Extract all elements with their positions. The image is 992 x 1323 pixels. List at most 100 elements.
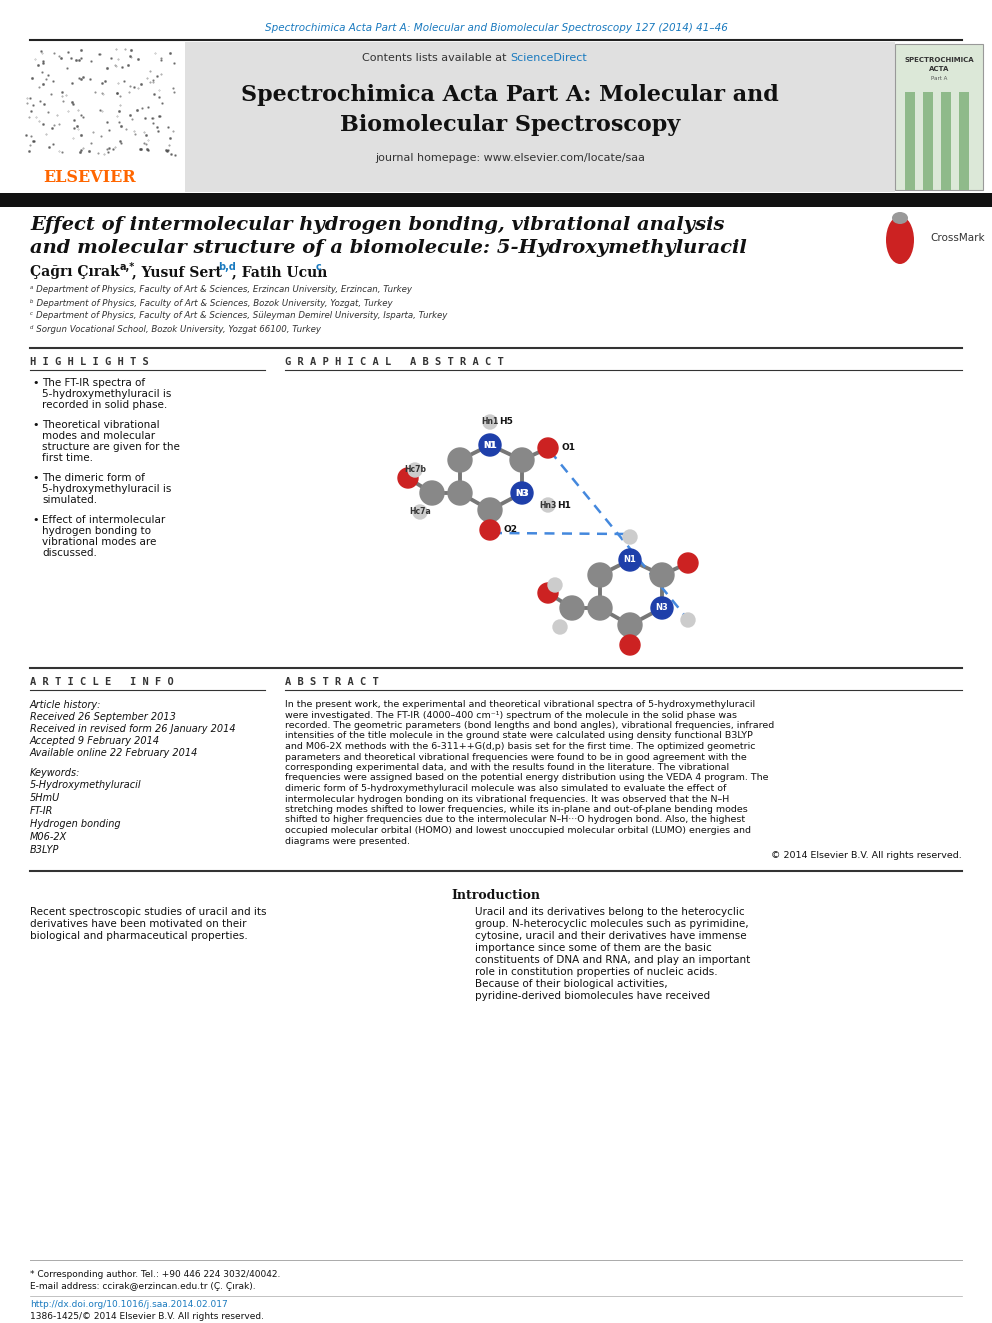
Circle shape bbox=[541, 497, 555, 512]
Text: Effect of intermolecular hydrogen bonding, vibrational analysis: Effect of intermolecular hydrogen bondin… bbox=[30, 216, 724, 234]
Bar bbox=[0, 193, 992, 206]
Text: •: • bbox=[32, 474, 39, 483]
Text: N3: N3 bbox=[515, 488, 529, 497]
Circle shape bbox=[553, 620, 567, 634]
Text: Accepted 9 February 2014: Accepted 9 February 2014 bbox=[30, 736, 160, 746]
Bar bbox=[959, 93, 969, 191]
Text: ACTA: ACTA bbox=[929, 66, 949, 71]
Text: 1386-1425/© 2014 Elsevier B.V. All rights reserved.: 1386-1425/© 2014 Elsevier B.V. All right… bbox=[30, 1312, 264, 1320]
Circle shape bbox=[619, 549, 641, 572]
Text: Hc7b: Hc7b bbox=[404, 466, 426, 475]
Bar bbox=[185, 42, 895, 192]
Text: occupied molecular orbital (HOMO) and lowest unoccupied molecular orbital (LUMO): occupied molecular orbital (HOMO) and lo… bbox=[285, 826, 751, 835]
Text: H1: H1 bbox=[557, 500, 570, 509]
Text: parameters and theoretical vibrational frequencies were found to be in good agre: parameters and theoretical vibrational f… bbox=[285, 753, 747, 762]
Circle shape bbox=[510, 448, 534, 472]
Circle shape bbox=[651, 597, 673, 619]
Text: intensities of the title molecule in the ground state were calculated using dens: intensities of the title molecule in the… bbox=[285, 732, 753, 741]
Circle shape bbox=[483, 415, 497, 429]
Text: dimeric form of 5-hydroxymethyluracil molecule was also simulated to evaluate th: dimeric form of 5-hydroxymethyluracil mo… bbox=[285, 785, 726, 792]
Text: shifted to higher frequencies due to the intermolecular N–H···O hydrogen bond. A: shifted to higher frequencies due to the… bbox=[285, 815, 745, 824]
Circle shape bbox=[650, 564, 674, 587]
Text: In the present work, the experimental and theoretical vibrational spectra of 5-h: In the present work, the experimental an… bbox=[285, 700, 755, 709]
Text: Available online 22 February 2014: Available online 22 February 2014 bbox=[30, 747, 198, 758]
Text: ᵇ Department of Physics, Faculty of Art & Sciences, Bozok University, Yozgat, Tu: ᵇ Department of Physics, Faculty of Art … bbox=[30, 299, 393, 307]
Ellipse shape bbox=[886, 216, 914, 265]
Text: Introduction: Introduction bbox=[451, 889, 541, 902]
Text: http://dx.doi.org/10.1016/j.saa.2014.02.017: http://dx.doi.org/10.1016/j.saa.2014.02.… bbox=[30, 1301, 228, 1308]
Text: The FT-IR spectra of: The FT-IR spectra of bbox=[42, 378, 145, 388]
Text: 5-hydroxymethyluracil is: 5-hydroxymethyluracil is bbox=[42, 484, 172, 493]
Text: b,d: b,d bbox=[218, 262, 236, 273]
Text: pyridine-derived biomolecules have received: pyridine-derived biomolecules have recei… bbox=[475, 991, 710, 1002]
Text: Article history:: Article history: bbox=[30, 700, 101, 710]
Text: were investigated. The FT-IR (4000–400 cm⁻¹) spectrum of the molecule in the sol: were investigated. The FT-IR (4000–400 c… bbox=[285, 710, 737, 720]
Bar bbox=[923, 93, 933, 191]
Circle shape bbox=[478, 497, 502, 523]
Circle shape bbox=[620, 635, 640, 655]
Circle shape bbox=[678, 553, 698, 573]
Text: frequencies were assigned based on the potential energy distribution using the V: frequencies were assigned based on the p… bbox=[285, 774, 769, 782]
Text: recorded. The geometric parameters (bond lengths and bond angles), vibrational f: recorded. The geometric parameters (bond… bbox=[285, 721, 774, 730]
Text: © 2014 Elsevier B.V. All rights reserved.: © 2014 Elsevier B.V. All rights reserved… bbox=[771, 851, 962, 860]
Text: role in constitution properties of nucleic acids.: role in constitution properties of nucle… bbox=[475, 967, 717, 976]
Text: A R T I C L E   I N F O: A R T I C L E I N F O bbox=[30, 677, 174, 687]
Text: modes and molecular: modes and molecular bbox=[42, 431, 155, 441]
Text: * Corresponding author. Tel.: +90 446 224 3032/40042.: * Corresponding author. Tel.: +90 446 22… bbox=[30, 1270, 281, 1279]
Text: ScienceDirect: ScienceDirect bbox=[510, 53, 586, 64]
Text: group. N-heterocyclic molecules such as pyrimidine,: group. N-heterocyclic molecules such as … bbox=[475, 919, 749, 929]
Text: Effect of intermolecular: Effect of intermolecular bbox=[42, 515, 166, 525]
Text: Hydrogen bonding: Hydrogen bonding bbox=[30, 819, 121, 830]
Circle shape bbox=[448, 448, 472, 472]
Bar bbox=[905, 93, 915, 191]
Text: Spectrochimica Acta Part A: Molecular and: Spectrochimica Acta Part A: Molecular an… bbox=[241, 83, 779, 106]
Text: •: • bbox=[32, 419, 39, 430]
Text: journal homepage: www.elsevier.com/locate/saa: journal homepage: www.elsevier.com/locat… bbox=[375, 153, 645, 163]
Text: N3: N3 bbox=[516, 488, 529, 497]
Text: Biomolecular Spectroscopy: Biomolecular Spectroscopy bbox=[340, 114, 681, 136]
Text: E-mail address: ccirak@erzincan.edu.tr (Ç. Çırak).: E-mail address: ccirak@erzincan.edu.tr (… bbox=[30, 1282, 256, 1291]
Text: Keywords:: Keywords: bbox=[30, 767, 80, 778]
Text: Part A: Part A bbox=[930, 75, 947, 81]
Text: B3LYP: B3LYP bbox=[30, 845, 60, 855]
Text: biological and pharmaceutical properties.: biological and pharmaceutical properties… bbox=[30, 931, 248, 941]
Text: A B S T R A C T: A B S T R A C T bbox=[285, 677, 379, 687]
Bar bbox=[895, 44, 983, 191]
Text: Recent spectroscopic studies of uracil and its: Recent spectroscopic studies of uracil a… bbox=[30, 908, 267, 917]
Text: recorded in solid phase.: recorded in solid phase. bbox=[42, 400, 168, 410]
Text: N1: N1 bbox=[483, 441, 496, 450]
Text: Spectrochimica Acta Part A: Molecular and Biomolecular Spectroscopy 127 (2014) 4: Spectrochimica Acta Part A: Molecular an… bbox=[265, 22, 727, 33]
Text: ᵈ Sorgun Vocational School, Bozok University, Yozgat 66100, Turkey: ᵈ Sorgun Vocational School, Bozok Univer… bbox=[30, 324, 321, 333]
Text: 5-hydroxymethyluracil is: 5-hydroxymethyluracil is bbox=[42, 389, 172, 400]
Circle shape bbox=[548, 578, 562, 591]
Text: corresponding experimental data, and with the results found in the literature. T: corresponding experimental data, and wit… bbox=[285, 763, 729, 773]
Text: Contents lists available at: Contents lists available at bbox=[362, 53, 510, 64]
Text: The dimeric form of: The dimeric form of bbox=[42, 474, 145, 483]
Circle shape bbox=[480, 520, 500, 540]
Text: Theoretical vibrational: Theoretical vibrational bbox=[42, 419, 160, 430]
Text: Hn1: Hn1 bbox=[481, 418, 499, 426]
Text: H5: H5 bbox=[499, 418, 513, 426]
Circle shape bbox=[511, 482, 533, 504]
Text: N1: N1 bbox=[483, 441, 497, 450]
Text: N1: N1 bbox=[624, 556, 637, 565]
Text: 5HmU: 5HmU bbox=[30, 792, 61, 803]
Text: c: c bbox=[316, 262, 321, 273]
Text: intermolecular hydrogen bonding on its vibrational frequencies. It was observed : intermolecular hydrogen bonding on its v… bbox=[285, 795, 729, 803]
Text: H I G H L I G H T S: H I G H L I G H T S bbox=[30, 357, 149, 366]
Text: a,*: a,* bbox=[120, 262, 135, 273]
Text: discussed.: discussed. bbox=[42, 548, 97, 558]
Text: importance since some of them are the basic: importance since some of them are the ba… bbox=[475, 943, 711, 953]
Ellipse shape bbox=[892, 212, 908, 224]
Text: Uracil and its derivatives belong to the heterocyclic: Uracil and its derivatives belong to the… bbox=[475, 908, 745, 917]
Text: Because of their biological activities,: Because of their biological activities, bbox=[475, 979, 668, 990]
Text: CrossMark: CrossMark bbox=[930, 233, 985, 243]
Text: Çağrı Çırak: Çağrı Çırak bbox=[30, 265, 120, 279]
Text: stretching modes shifted to lower frequencies, while its in-plane and out-of-pla: stretching modes shifted to lower freque… bbox=[285, 804, 748, 814]
Circle shape bbox=[538, 583, 558, 603]
Text: •: • bbox=[32, 378, 39, 388]
Circle shape bbox=[398, 468, 418, 488]
Text: vibrational modes are: vibrational modes are bbox=[42, 537, 157, 546]
Circle shape bbox=[420, 482, 444, 505]
Text: O1: O1 bbox=[562, 443, 576, 452]
